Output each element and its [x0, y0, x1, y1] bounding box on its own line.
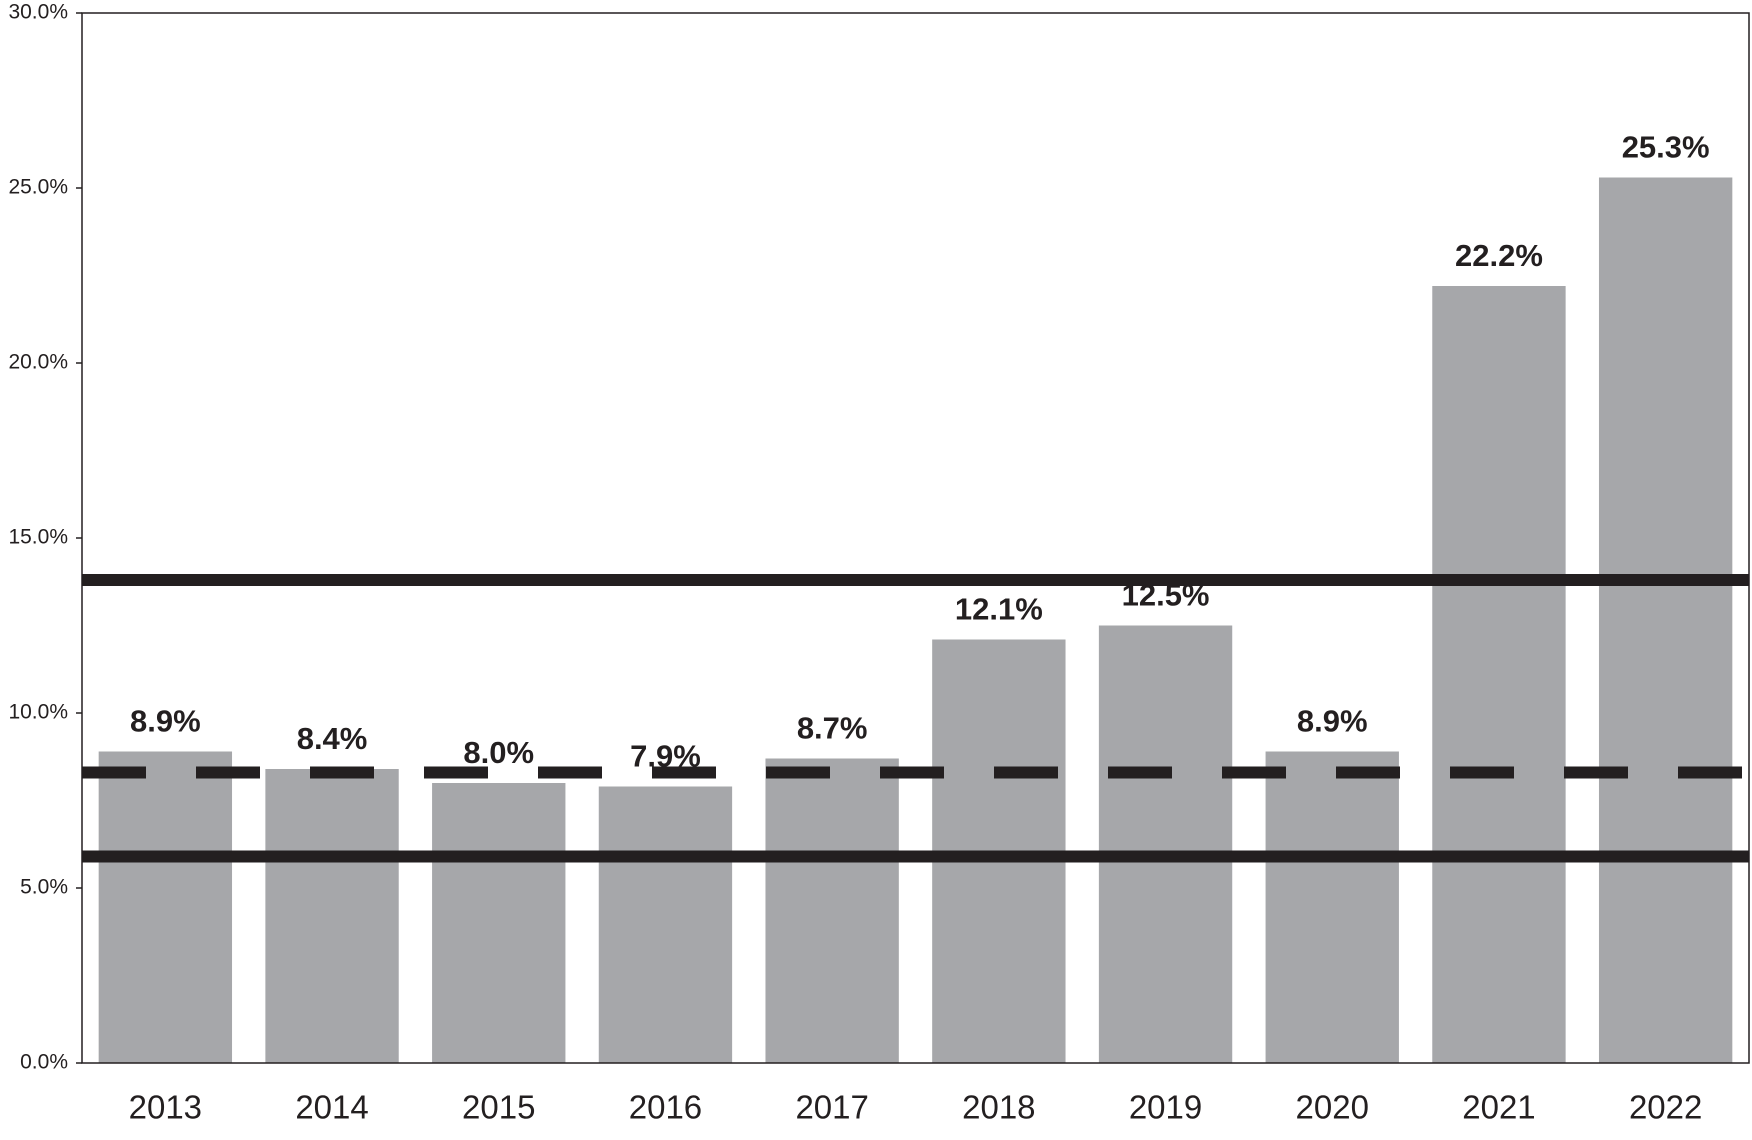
- value-label: 12.1%: [955, 592, 1043, 627]
- bar: [98, 751, 233, 1063]
- value-label: 8.4%: [297, 721, 368, 756]
- y-tick-label: 0.0%: [20, 1051, 68, 1074]
- x-tick-label: 2015: [462, 1089, 535, 1126]
- plot-frame: [81, 12, 1750, 1064]
- value-label: 8.9%: [1297, 704, 1368, 739]
- x-tick-label: 2013: [129, 1089, 202, 1126]
- y-tick-label: 20.0%: [8, 351, 68, 374]
- bar: [1432, 286, 1566, 1063]
- bar: [765, 758, 899, 1063]
- bar: [1598, 177, 1733, 1063]
- x-tick-label: 2016: [629, 1089, 702, 1126]
- y-tick-label: 5.0%: [20, 876, 68, 899]
- bar: [265, 769, 399, 1063]
- value-label: 22.2%: [1455, 238, 1543, 273]
- y-tick-label: 30.0%: [8, 1, 68, 24]
- value-label: 8.0%: [463, 735, 534, 770]
- x-tick-label: 2017: [795, 1089, 868, 1126]
- x-tick-label: 2019: [1129, 1089, 1202, 1126]
- bar: [432, 783, 566, 1063]
- x-tick-label: 2021: [1462, 1089, 1535, 1126]
- bar: [598, 786, 733, 1063]
- x-tick-label: 2014: [295, 1089, 368, 1126]
- value-label: 25.3%: [1622, 130, 1710, 165]
- value-label: 8.9%: [130, 704, 201, 739]
- y-tick-label: 10.0%: [8, 701, 68, 724]
- x-tick-label: 2022: [1629, 1089, 1702, 1126]
- bar: [1265, 751, 1399, 1063]
- x-tick-label: 2020: [1296, 1089, 1369, 1126]
- value-label: 8.7%: [797, 711, 868, 746]
- y-tick-label: 15.0%: [8, 526, 68, 549]
- bar: [1098, 625, 1233, 1063]
- y-tick-label: 25.0%: [8, 176, 68, 199]
- x-tick-label: 2018: [962, 1089, 1035, 1126]
